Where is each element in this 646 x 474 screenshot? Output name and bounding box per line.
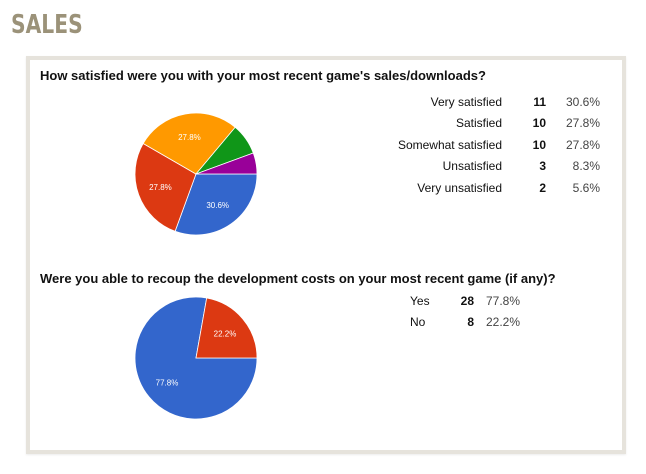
pie-slice-no	[195, 297, 258, 359]
legend-count: 10	[532, 137, 546, 152]
legend-percent: 22.2%	[486, 315, 521, 330]
legend-table-recoup-costs: Yes 28 77.8% No 8 22.2%	[410, 290, 528, 333]
slice-label-very-satisfied: 30.6%	[206, 201, 229, 210]
pie-chart-recoup-costs: 77.8% 22.2%	[134, 296, 258, 420]
legend-count: 11	[533, 94, 546, 109]
legend-count: 8	[467, 315, 474, 330]
legend-label: Unsatisfied	[442, 159, 502, 174]
chart-title-recoup-costs: Were you able to recoup the development …	[40, 271, 556, 286]
legend-row: Satisfied 10 27.8%	[398, 113, 600, 135]
legend-percent: 77.8%	[486, 293, 521, 308]
legend-count: 2	[539, 180, 546, 195]
legend-label: Very unsatisfied	[417, 180, 502, 195]
slice-label-no: 22.2%	[214, 330, 237, 339]
legend-label: Somewhat satisfied	[397, 137, 502, 152]
legend-count: 3	[539, 159, 546, 174]
slice-label-yes: 77.8%	[156, 378, 179, 387]
chart-title-sales-satisfaction: How satisfied were you with your most re…	[40, 68, 486, 83]
legend-label: No	[410, 315, 426, 330]
legend-percent: 30.6%	[565, 94, 600, 109]
legend-label: Very satisfied	[430, 94, 502, 109]
section-title: SALES	[11, 10, 83, 40]
legend-percent: 27.8%	[565, 116, 600, 131]
legend-row: Very unsatisfied 2 5.6%	[398, 177, 600, 199]
legend-row: No 8 22.2%	[410, 312, 528, 334]
legend-row: Unsatisfied 3 8.3%	[398, 156, 600, 178]
pie-chart-sales-satisfaction: 30.6% 27.8% 27.8%	[134, 112, 258, 236]
pie-slice-very-satisfied	[174, 173, 258, 236]
legend-count: 10	[532, 116, 546, 131]
legend-percent: 27.8%	[565, 137, 600, 152]
survey-panel	[26, 56, 626, 454]
legend-table-sales-satisfaction: Very satisfied 11 30.6% Satisfied 10 27.…	[398, 91, 600, 199]
legend-percent: 8.3%	[572, 159, 600, 174]
legend-count: 28	[460, 293, 474, 308]
legend-row: Somewhat satisfied 10 27.8%	[398, 134, 600, 156]
legend-label: Yes	[410, 293, 430, 308]
legend-percent: 5.6%	[572, 180, 600, 195]
legend-row: Very satisfied 11 30.6%	[398, 91, 600, 113]
legend-row: Yes 28 77.8%	[410, 290, 528, 312]
pie-slice-very-unsatisfied	[195, 152, 258, 175]
pie-slice-somewhat-satisfied	[142, 112, 236, 175]
slice-label-somewhat-satisfied: 27.8%	[178, 133, 201, 142]
slice-label-satisfied: 27.8%	[149, 183, 172, 192]
legend-label: Satisfied	[455, 116, 502, 131]
